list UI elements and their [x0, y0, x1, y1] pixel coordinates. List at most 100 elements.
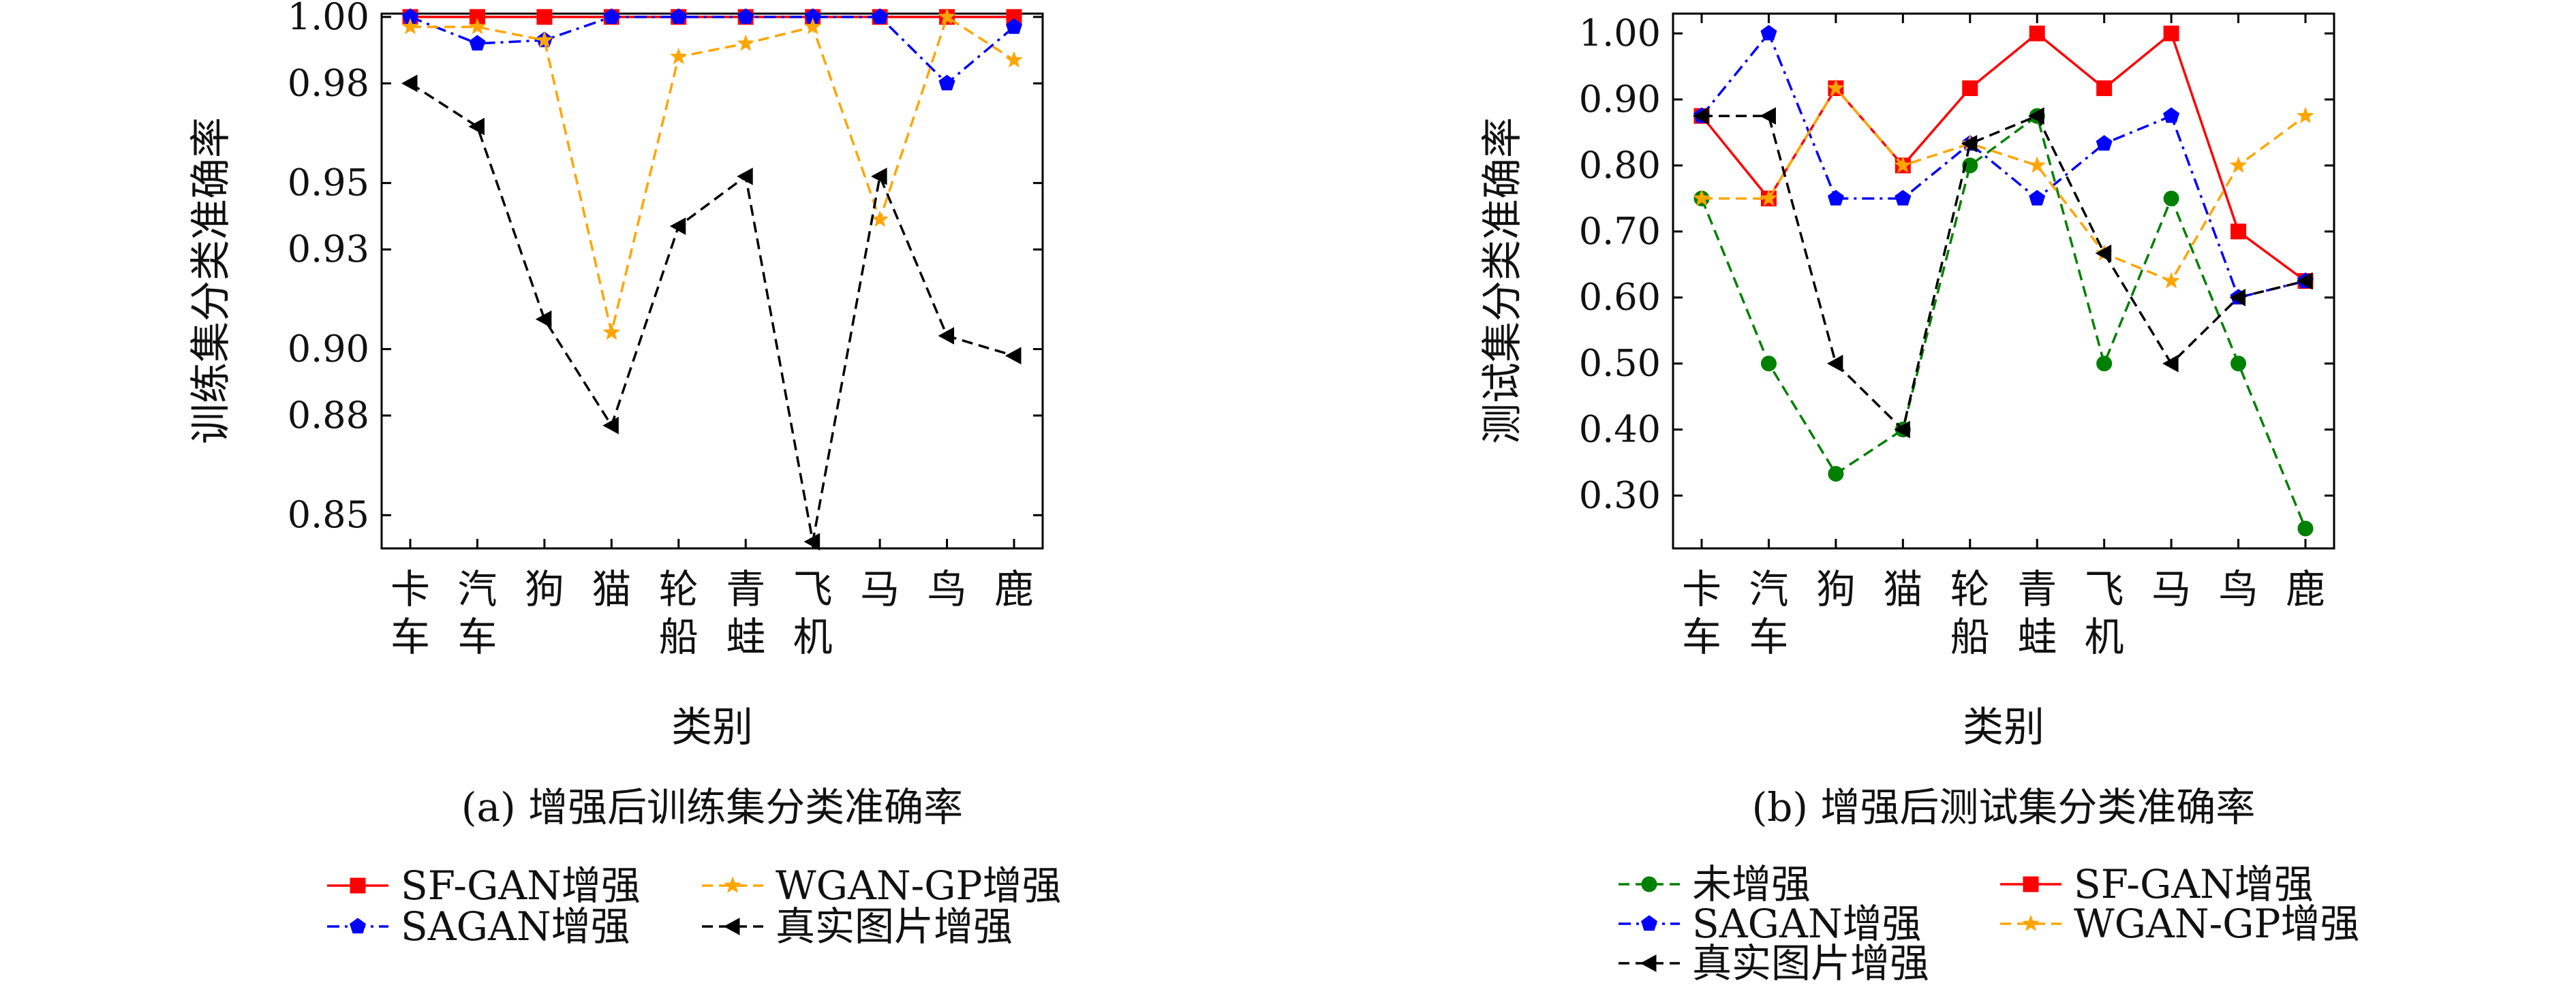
data-point [536, 9, 553, 25]
data-point [2029, 25, 2045, 42]
data-point [938, 74, 955, 91]
data-point [2028, 156, 2046, 173]
series-line [410, 16, 1015, 85]
x-category-label: 卡车 [390, 566, 430, 660]
data-point [1827, 79, 1845, 96]
y-tick-label: 0.95 [288, 161, 369, 204]
data-point [1760, 189, 1778, 206]
y-tick-label: 0.90 [288, 327, 369, 370]
legend-marker [2023, 876, 2039, 892]
y-tick-label: 0.88 [288, 394, 369, 437]
data-point [1962, 80, 1978, 97]
data-point [2163, 190, 2179, 206]
chart-caption: (b) 增强后测试集分类准确率 [1752, 784, 2256, 830]
y-axis-label: 测试集分类准确率 [1479, 117, 1527, 444]
x-category-label: 猫 [1883, 566, 1922, 612]
x-category-label: 狗 [525, 566, 564, 612]
legend-item: SAGAN增强 [327, 903, 630, 950]
y-tick-label: 0.85 [288, 493, 369, 536]
data-point [1760, 25, 1777, 41]
data-point [670, 47, 688, 65]
data-point [1828, 465, 1844, 482]
series-line [1702, 114, 2306, 433]
legend-marker [724, 876, 741, 893]
series-line [1700, 31, 2306, 299]
legend-item: 真实图片增强 [1619, 940, 1929, 986]
data-point [2162, 272, 2180, 289]
legend-item: WGAN-GP增强 [2000, 901, 2360, 947]
x-axis-label: 类别 [671, 704, 753, 751]
data-point [669, 217, 686, 235]
x-category-label: 飞机 [2085, 566, 2124, 660]
data-point [2096, 356, 2113, 372]
y-tick-label: 0.80 [1579, 144, 1661, 187]
data-point [2297, 106, 2314, 124]
data-point [1961, 135, 1978, 153]
series-line [1700, 114, 2307, 529]
legend-item: 真实图片增强 [702, 903, 1013, 950]
series-layer [401, 7, 1023, 551]
data-point [2029, 189, 2046, 206]
data-point [468, 117, 485, 136]
data-point [1692, 107, 1709, 125]
data-point [1693, 189, 1711, 206]
legend-item: SF-GAN增强 [327, 862, 641, 909]
legend-item: WGAN-GP增强 [702, 862, 1062, 909]
y-tick-label: 0.40 [1579, 408, 1661, 451]
legend-marker [1641, 876, 1657, 892]
data-point [871, 210, 889, 228]
data-point [737, 168, 753, 185]
data-point [2028, 107, 2044, 125]
x-category-label: 汽车 [1749, 566, 1788, 660]
data-point [535, 310, 552, 328]
data-point [536, 31, 553, 48]
data-point [2297, 520, 2314, 537]
chart-caption: (a) 增强后训练集分类准确率 [461, 784, 963, 830]
data-point [2230, 223, 2247, 240]
y-axis-ticks: 0.85 0.88 0.90 0.93 0.95 0.98 1.00 [288, 0, 1043, 536]
x-category-label: 轮船 [659, 566, 699, 660]
y-tick-label: 1.00 [1579, 12, 1661, 54]
legend-label: WGAN-GP增强 [2074, 901, 2360, 947]
data-point [1006, 18, 1022, 34]
series-WGAN-GP增强 [401, 7, 1023, 340]
data-point [803, 533, 821, 551]
x-axis-categories: 卡车汽车狗猫轮船青蛙飞机马鸟鹿 [1682, 14, 2325, 660]
chart-panel-a: 0.85 0.88 0.90 0.93 0.95 0.98 1.00 卡车汽车狗猫轮船青蛙飞… [187, 0, 1062, 950]
data-point [1826, 354, 1843, 373]
legend-marker [723, 918, 740, 935]
series-line [410, 15, 1015, 333]
legend-label: SAGAN增强 [1692, 901, 1922, 947]
y-tick-label: 0.30 [1579, 473, 1661, 516]
data-point [1760, 107, 1776, 125]
y-axis-ticks: 0.30 0.40 0.50 0.60 0.70 0.80 0.90 1.00 [1579, 12, 2334, 516]
data-point [2230, 356, 2247, 372]
x-axis-label: 类别 [1963, 704, 2044, 751]
y-tick-label: 0.98 [288, 61, 369, 104]
data-point [737, 8, 754, 25]
y-tick-label: 0.60 [1579, 276, 1661, 319]
data-point [603, 8, 620, 25]
data-point [2096, 80, 2113, 97]
data-point [1894, 420, 1910, 439]
data-point [803, 18, 822, 35]
x-category-label: 鸟 [2219, 566, 2258, 612]
series-未增强 [1693, 108, 2314, 537]
data-point [1005, 50, 1023, 68]
series-line [1700, 31, 2307, 282]
data-point [2229, 156, 2248, 173]
y-tick-label: 0.90 [1579, 78, 1661, 121]
data-point [2096, 135, 2113, 151]
x-category-label: 青蛙 [726, 566, 765, 660]
x-category-label: 马 [860, 566, 900, 612]
legend-label: SF-GAN增强 [2074, 861, 2314, 907]
data-point [2163, 25, 2179, 42]
series-line [410, 82, 1015, 542]
x-category-label: 狗 [1816, 566, 1856, 612]
series-line [1702, 86, 2307, 283]
x-category-label: 汽车 [457, 566, 497, 660]
legend-marker [1641, 915, 1657, 931]
y-tick-label: 0.50 [1579, 342, 1661, 385]
